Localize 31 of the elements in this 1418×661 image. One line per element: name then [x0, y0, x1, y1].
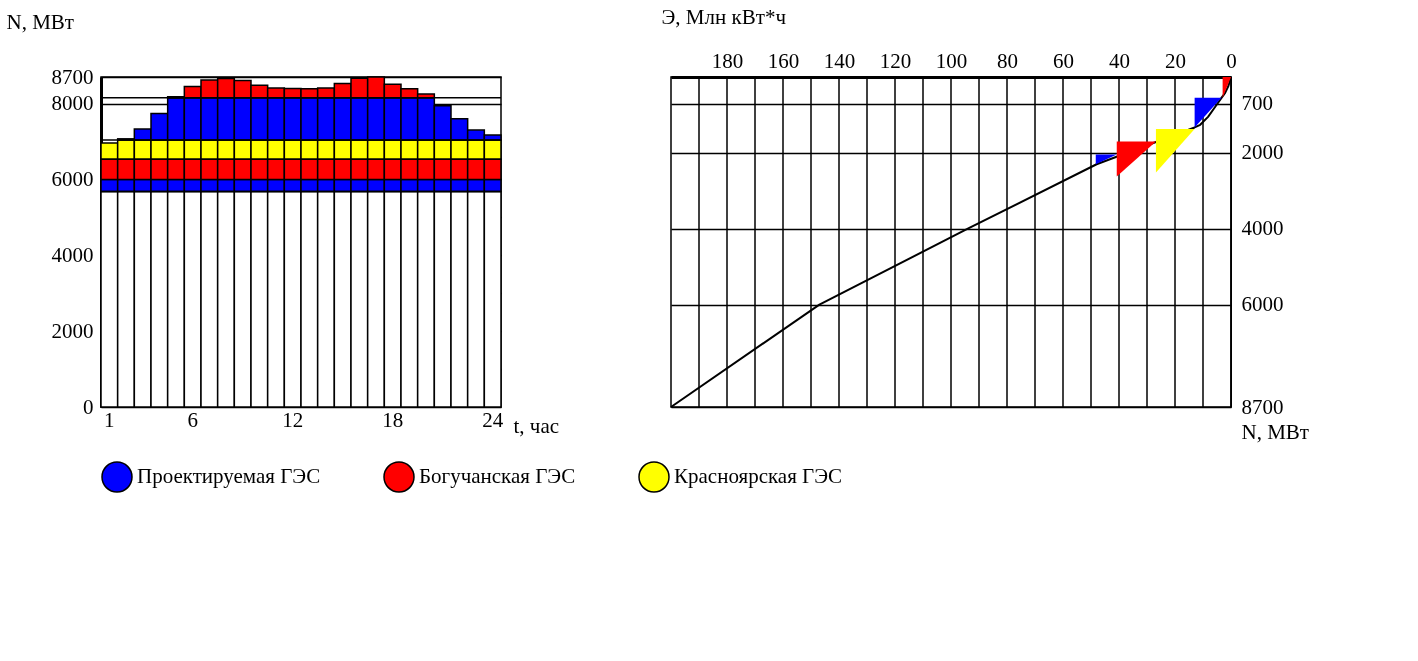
- x-axis-title: t, час: [513, 413, 560, 438]
- x-tick-label: 140: [823, 48, 856, 73]
- x-tick-label: 12: [282, 407, 304, 432]
- x-tick-label: 100: [935, 48, 968, 73]
- legend-label: Проектируемая ГЭС: [137, 464, 321, 488]
- x-tick-label: 24: [482, 407, 504, 432]
- x-tick-label: 40: [1109, 48, 1130, 73]
- y-tick-label: 2000: [1241, 140, 1284, 165]
- y-tick-label: 8700: [1241, 394, 1284, 419]
- x-tick-label: 160: [767, 48, 800, 73]
- x-tick-label: 6: [187, 407, 198, 432]
- y-tick-label: 6000: [51, 166, 94, 191]
- y-axis-title: N, МВт: [1241, 419, 1310, 444]
- x-tick-label: 18: [382, 407, 404, 432]
- legend-label: Богучанская ГЭС: [419, 464, 576, 488]
- y-tick-label: 4000: [1241, 216, 1284, 241]
- x-tick-label: 80: [997, 48, 1018, 73]
- x-tick-label: 120: [879, 48, 912, 73]
- legend-label: Красноярская ГЭС: [674, 464, 843, 488]
- y-tick-label: 4000: [51, 242, 94, 267]
- x-tick-label: 20: [1165, 48, 1186, 73]
- y-tick-label: 2000: [51, 318, 94, 343]
- y-tick-label: 8700: [51, 64, 94, 89]
- x-axis-title: Э, Млн кВт*ч: [661, 4, 787, 29]
- x-tick-label: 180: [711, 48, 744, 73]
- y-tick-label: 6000: [1241, 292, 1284, 317]
- x-tick-label: 60: [1053, 48, 1074, 73]
- y-tick-label: 700: [1241, 91, 1273, 116]
- x-tick-label: 1: [104, 407, 115, 432]
- y-tick-label: 8000: [51, 91, 94, 116]
- y-axis-title: N, МВт: [6, 9, 75, 34]
